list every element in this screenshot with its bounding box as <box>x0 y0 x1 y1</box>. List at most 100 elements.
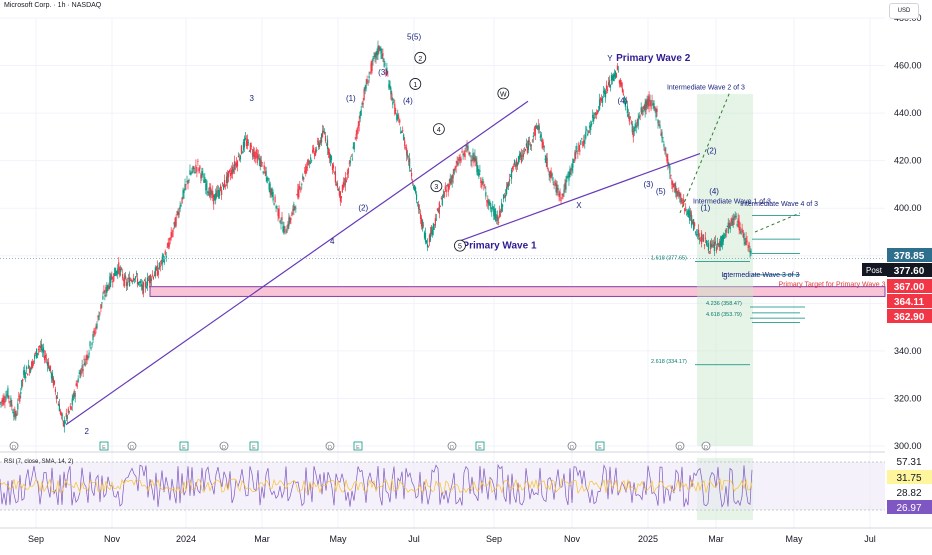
candle-body <box>0 401 2 403</box>
candle-body <box>123 279 125 282</box>
candle-body <box>162 254 164 258</box>
candle-body <box>232 169 235 173</box>
candle-body <box>112 280 114 283</box>
candle-body <box>712 244 715 247</box>
y-tick-label: 300.00 <box>894 441 922 451</box>
candle-body <box>228 170 231 172</box>
candle-body <box>454 166 456 170</box>
candle-body <box>694 222 696 227</box>
candle-body <box>578 143 580 151</box>
y-tick-label: 340.00 <box>894 346 922 356</box>
candle-body <box>717 244 719 246</box>
candle-body <box>289 217 291 223</box>
candle-body <box>39 345 42 348</box>
candle-body <box>418 209 421 210</box>
candle-body <box>223 184 225 190</box>
candle-body <box>446 185 448 186</box>
candle-body <box>261 162 263 164</box>
candle-body <box>352 146 354 149</box>
candle-body <box>742 230 744 237</box>
candle-body <box>134 276 137 279</box>
wave-label: (3) <box>378 68 388 77</box>
candle-body <box>533 128 535 131</box>
candle-body <box>92 334 94 341</box>
circled-wave-label: 1 <box>413 82 417 89</box>
candle-body <box>381 53 383 59</box>
candle-body <box>360 109 362 116</box>
candle-body <box>374 53 376 58</box>
candle-body <box>230 169 233 175</box>
candle-body <box>185 184 187 186</box>
circled-wave-label: 3 <box>434 184 438 191</box>
candle-body <box>464 153 466 158</box>
candle-body <box>42 347 45 353</box>
candle-body <box>318 141 320 147</box>
candle-body <box>256 153 258 163</box>
candle-body <box>475 158 477 166</box>
candle-body <box>609 84 612 88</box>
currency-button[interactable]: USD <box>889 3 919 19</box>
rsi-value-box <box>887 454 932 468</box>
candle-body <box>178 212 180 215</box>
candle-body <box>607 82 610 85</box>
candle-body <box>376 50 378 56</box>
candle-body <box>641 107 643 115</box>
candle-body <box>474 155 476 162</box>
candle-body <box>117 268 119 275</box>
candle-body <box>478 172 480 178</box>
candle-body <box>115 271 117 276</box>
candle-body <box>285 233 287 235</box>
candle-body <box>23 370 25 376</box>
candle-body <box>733 217 735 220</box>
candle-body <box>500 211 502 212</box>
candle-body <box>254 154 256 159</box>
candle-body <box>480 177 482 184</box>
wave-label: (1) <box>701 204 711 213</box>
candle-body <box>0 402 1 404</box>
candle-body <box>585 131 587 139</box>
candle-body <box>24 369 26 378</box>
candle-body <box>410 170 412 172</box>
candle-body <box>184 184 186 191</box>
candle-body <box>84 362 86 367</box>
candle-body <box>528 140 530 142</box>
candle-body <box>331 163 334 171</box>
price-label-box <box>887 309 932 323</box>
candle-body <box>351 158 353 160</box>
grid <box>0 17 885 528</box>
candle-body <box>679 193 681 197</box>
candle-body <box>383 58 385 62</box>
candle-body <box>362 102 364 105</box>
candle-body <box>339 191 341 202</box>
dividend-marker <box>325 441 335 451</box>
candle-body <box>346 173 348 175</box>
candle-body <box>447 184 449 192</box>
candle-body <box>544 158 546 160</box>
candle-body <box>635 124 637 128</box>
candle-body <box>97 316 99 318</box>
candle-body <box>358 121 360 126</box>
candle-body <box>343 183 345 185</box>
candle-body <box>13 412 15 417</box>
candle-body <box>122 273 124 279</box>
candle-body <box>523 151 526 152</box>
candle-body <box>468 151 470 155</box>
candle-body <box>214 194 216 201</box>
candle-body <box>741 228 743 230</box>
candle-body <box>322 130 325 132</box>
candle-body <box>156 265 158 276</box>
event-marker-label: D <box>450 445 454 451</box>
candle-body <box>105 287 107 293</box>
rsi-value-box <box>887 470 932 484</box>
candle-body <box>401 131 403 134</box>
candle-body <box>258 158 260 161</box>
candle-body <box>617 71 620 73</box>
candle-body <box>138 281 141 283</box>
candle-body <box>278 208 280 219</box>
candle-body <box>51 373 54 381</box>
candle-body <box>146 277 149 287</box>
candle-body <box>592 114 594 118</box>
wave-label: (4) <box>403 97 413 106</box>
